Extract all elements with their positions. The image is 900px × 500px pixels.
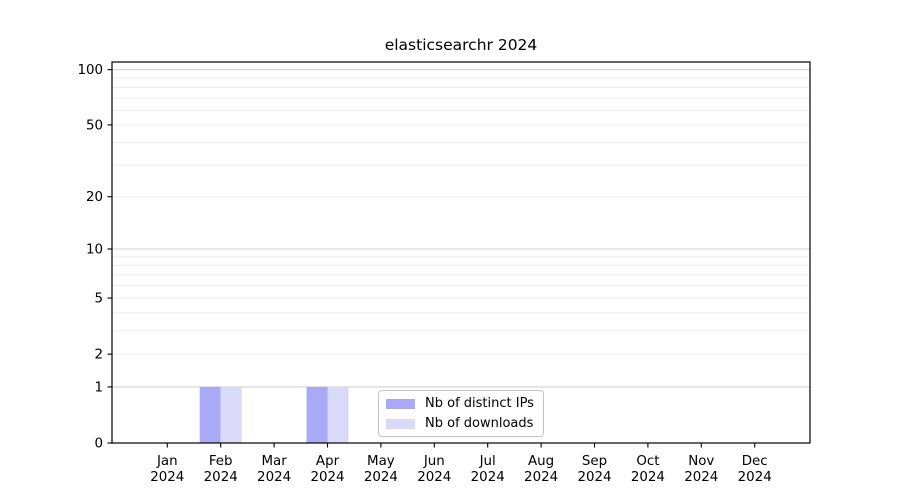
y-tick-label: 1 — [94, 380, 103, 395]
x-tick-label-month: May — [367, 454, 395, 469]
x-tick-label-month: Nov — [688, 454, 714, 469]
x-tick-label-month: Mar — [261, 454, 287, 469]
bar-feb-s1 — [220, 386, 242, 443]
bar-apr-s1 — [327, 386, 349, 443]
y-tick-label: 2 — [94, 348, 103, 363]
x-tick-label-month: Feb — [209, 454, 233, 469]
x-tick-label-year: 2024 — [310, 470, 344, 485]
legend: Nb of distinct IPs Nb of downloads — [378, 390, 544, 437]
x-tick-label-year: 2024 — [364, 470, 398, 485]
y-tick-label: 10 — [86, 243, 103, 258]
x-tick-label-year: 2024 — [150, 470, 184, 485]
bar-feb-s0 — [199, 386, 221, 443]
legend-swatch-distinct-ips-icon — [386, 398, 415, 409]
x-tick-label-year: 2024 — [631, 470, 665, 485]
y-tick-label: 100 — [77, 63, 103, 78]
x-tick-label-month: Dec — [742, 454, 768, 469]
legend-item-distinct-ips: Nb of distinct IPs — [386, 396, 543, 411]
x-tick-label-year: 2024 — [257, 470, 291, 485]
y-tick-label: 50 — [86, 118, 103, 133]
x-tick-label-year: 2024 — [524, 470, 558, 485]
x-tick-label-month: Jun — [423, 454, 445, 469]
x-tick-label-month: Jul — [479, 454, 496, 469]
x-tick-label-year: 2024 — [417, 470, 451, 485]
x-tick-label-year: 2024 — [204, 470, 238, 485]
x-tick-label-year: 2024 — [684, 470, 718, 485]
x-tick-label-month: Aug — [528, 454, 554, 469]
legend-label-distinct-ips: Nb of distinct IPs — [425, 396, 534, 411]
x-tick-label-month: Jan — [156, 454, 178, 469]
x-tick-label-year: 2024 — [471, 470, 505, 485]
x-tick-label-month: Apr — [316, 454, 340, 469]
x-tick-label-month: Sep — [582, 454, 607, 469]
legend-label-downloads: Nb of downloads — [425, 416, 534, 431]
y-tick-label: 0 — [94, 437, 103, 452]
plot-border — [111, 61, 811, 444]
y-tick-label: 20 — [86, 190, 103, 205]
legend-item-downloads: Nb of downloads — [386, 416, 543, 431]
chart-title: elasticsearchr 2024 — [384, 36, 538, 54]
x-tick-label-month: Oct — [636, 454, 659, 469]
x-tick-label-year: 2024 — [738, 470, 772, 485]
bar-apr-s0 — [306, 386, 328, 443]
legend-swatch-downloads-icon — [386, 418, 415, 429]
y-tick-label: 5 — [94, 292, 103, 307]
x-tick-label-year: 2024 — [577, 470, 611, 485]
